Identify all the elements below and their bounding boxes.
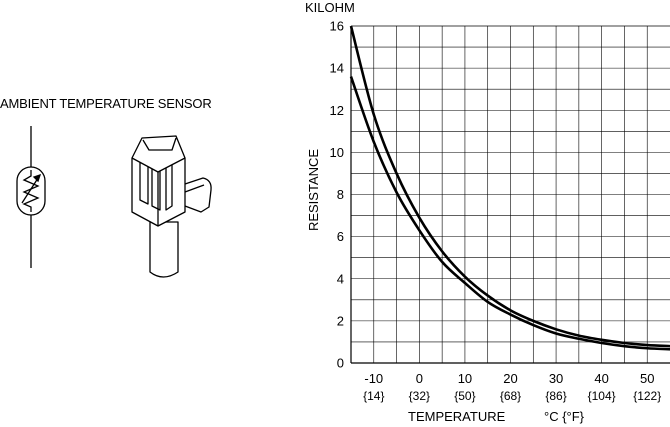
sensor-connector-icon <box>131 135 212 278</box>
chart-marks <box>349 25 670 351</box>
x-tick-label-f: {104} <box>588 389 616 403</box>
chart-labels: 0 2 4 6 8 10 12 14 16 -10 {14} 0 {32} 10 {50} 20 {68} 30 {… <box>306 19 661 425</box>
series-line-2 <box>349 76 670 351</box>
y-tick-label: 14 <box>330 61 344 76</box>
x-tick-label-f: {32} <box>409 389 430 403</box>
x-tick-label: 30 <box>549 371 563 386</box>
y-tick-label: 16 <box>330 19 344 34</box>
x-tick-label: -10 <box>364 371 383 386</box>
x-tick-label: 50 <box>640 371 654 386</box>
y-tick-label: 4 <box>337 271 344 286</box>
series-line-1 <box>349 25 670 348</box>
thermistor-symbol-icon <box>16 126 46 268</box>
y-tick-label: 12 <box>330 103 344 118</box>
y-axis-units: KILOHM <box>305 0 355 15</box>
x-tick-label: 40 <box>594 371 608 386</box>
x-tick-label-f: {86} <box>545 389 566 403</box>
x-tick-label: 10 <box>458 371 472 386</box>
x-tick-label: 0 <box>416 371 423 386</box>
y-tick-label: 10 <box>330 145 344 160</box>
y-tick-label: 0 <box>337 356 344 371</box>
y-tick-label: 8 <box>337 187 344 202</box>
x-axis-title: TEMPERATURE <box>408 409 506 424</box>
x-tick-label: 20 <box>503 371 517 386</box>
y-axis-title: RESISTANCE <box>306 149 321 231</box>
x-tick-label-f: {122} <box>633 389 661 403</box>
x-tick-label-f: {50} <box>454 389 475 403</box>
y-tick-label: 6 <box>337 229 344 244</box>
resistance-chart: 0 2 4 6 8 10 12 14 16 -10 {14} 0 {32} 10 {50} 20 {68} 30 {… <box>306 19 670 425</box>
x-tick-label-f: {68} <box>500 389 521 403</box>
x-axis-units: °C {°F} <box>544 409 585 424</box>
sensor-title: AMBIENT TEMPERATURE SENSOR <box>0 96 212 111</box>
y-tick-label: 2 <box>337 313 344 328</box>
x-tick-label-f: {14} <box>363 389 384 403</box>
